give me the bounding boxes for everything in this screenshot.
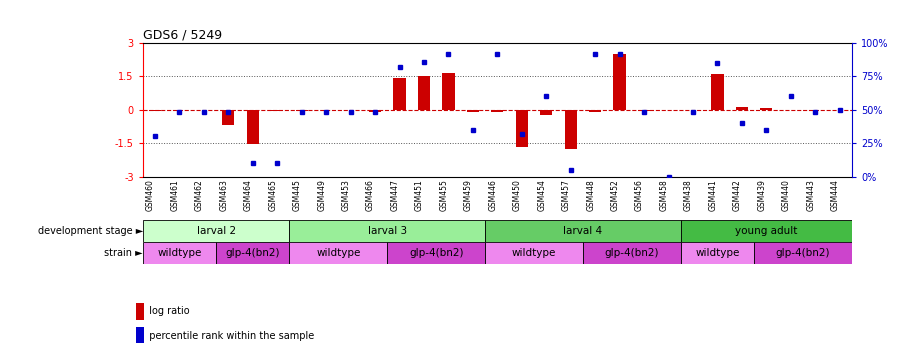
Bar — [711, 74, 724, 110]
Text: wildtype: wildtype — [512, 248, 556, 258]
Bar — [418, 76, 430, 110]
Text: log ratio: log ratio — [143, 306, 190, 316]
Text: GSM447: GSM447 — [391, 179, 400, 211]
Text: glp-4(bn2): glp-4(bn2) — [226, 248, 280, 258]
Bar — [393, 78, 405, 110]
Text: GSM465: GSM465 — [268, 179, 277, 211]
Text: GSM446: GSM446 — [488, 179, 497, 211]
Bar — [442, 73, 455, 110]
Text: GSM441: GSM441 — [708, 179, 717, 211]
Bar — [760, 108, 773, 110]
Bar — [638, 110, 650, 111]
Text: GSM464: GSM464 — [244, 179, 252, 211]
Bar — [216, 242, 289, 264]
Bar — [143, 220, 289, 242]
Text: GSM456: GSM456 — [635, 179, 644, 211]
Bar — [485, 242, 583, 264]
Bar — [388, 242, 485, 264]
Bar — [289, 242, 388, 264]
Text: GSM452: GSM452 — [611, 179, 620, 211]
Bar — [681, 220, 852, 242]
Text: GSM443: GSM443 — [806, 179, 815, 211]
Bar — [149, 110, 161, 111]
Text: GSM461: GSM461 — [170, 179, 180, 211]
Text: wildtype: wildtype — [157, 248, 202, 258]
Bar — [589, 110, 601, 112]
Bar — [247, 110, 259, 144]
Text: GSM462: GSM462 — [195, 179, 204, 211]
Text: GSM463: GSM463 — [219, 179, 228, 211]
Bar — [681, 242, 754, 264]
Bar — [289, 220, 485, 242]
Bar — [565, 110, 577, 149]
Text: GSM438: GSM438 — [684, 179, 693, 211]
Bar — [754, 242, 852, 264]
Bar — [369, 110, 381, 112]
Text: GSM445: GSM445 — [293, 179, 302, 211]
Text: GSM458: GSM458 — [659, 179, 669, 211]
Text: GSM449: GSM449 — [317, 179, 326, 211]
Text: GSM460: GSM460 — [146, 179, 155, 211]
Text: larval 2: larval 2 — [196, 226, 236, 236]
Bar — [143, 242, 216, 264]
Text: glp-4(bn2): glp-4(bn2) — [604, 248, 659, 258]
Text: GSM444: GSM444 — [831, 179, 840, 211]
Text: development stage ►: development stage ► — [38, 226, 143, 236]
Bar — [491, 110, 504, 112]
Text: GSM453: GSM453 — [342, 179, 351, 211]
Bar — [222, 110, 235, 125]
Text: GSM448: GSM448 — [586, 179, 595, 211]
Bar — [467, 110, 479, 112]
Text: GSM455: GSM455 — [439, 179, 449, 211]
Text: GSM459: GSM459 — [464, 179, 472, 211]
Bar — [540, 110, 553, 115]
Text: wildtype: wildtype — [316, 248, 361, 258]
Bar — [613, 54, 625, 110]
Text: percentile rank within the sample: percentile rank within the sample — [143, 331, 314, 341]
Text: GSM451: GSM451 — [415, 179, 424, 211]
Text: GSM457: GSM457 — [562, 179, 571, 211]
Bar — [736, 107, 748, 110]
Text: wildtype: wildtype — [695, 248, 740, 258]
Text: GSM439: GSM439 — [757, 179, 766, 211]
Text: GSM450: GSM450 — [513, 179, 522, 211]
Text: young adult: young adult — [735, 226, 798, 236]
Text: strain ►: strain ► — [104, 248, 143, 258]
Text: GSM442: GSM442 — [733, 179, 742, 211]
Text: GSM454: GSM454 — [537, 179, 546, 211]
Text: glp-4(bn2): glp-4(bn2) — [775, 248, 830, 258]
Text: GDS6 / 5249: GDS6 / 5249 — [143, 29, 222, 42]
Text: GSM466: GSM466 — [366, 179, 375, 211]
Bar — [271, 110, 284, 111]
Text: larval 4: larval 4 — [564, 226, 602, 236]
Bar — [583, 242, 681, 264]
Text: GSM440: GSM440 — [782, 179, 791, 211]
Bar — [516, 110, 528, 146]
Text: larval 3: larval 3 — [367, 226, 407, 236]
Bar — [296, 110, 308, 111]
Text: glp-4(bn2): glp-4(bn2) — [409, 248, 463, 258]
Bar — [485, 220, 681, 242]
